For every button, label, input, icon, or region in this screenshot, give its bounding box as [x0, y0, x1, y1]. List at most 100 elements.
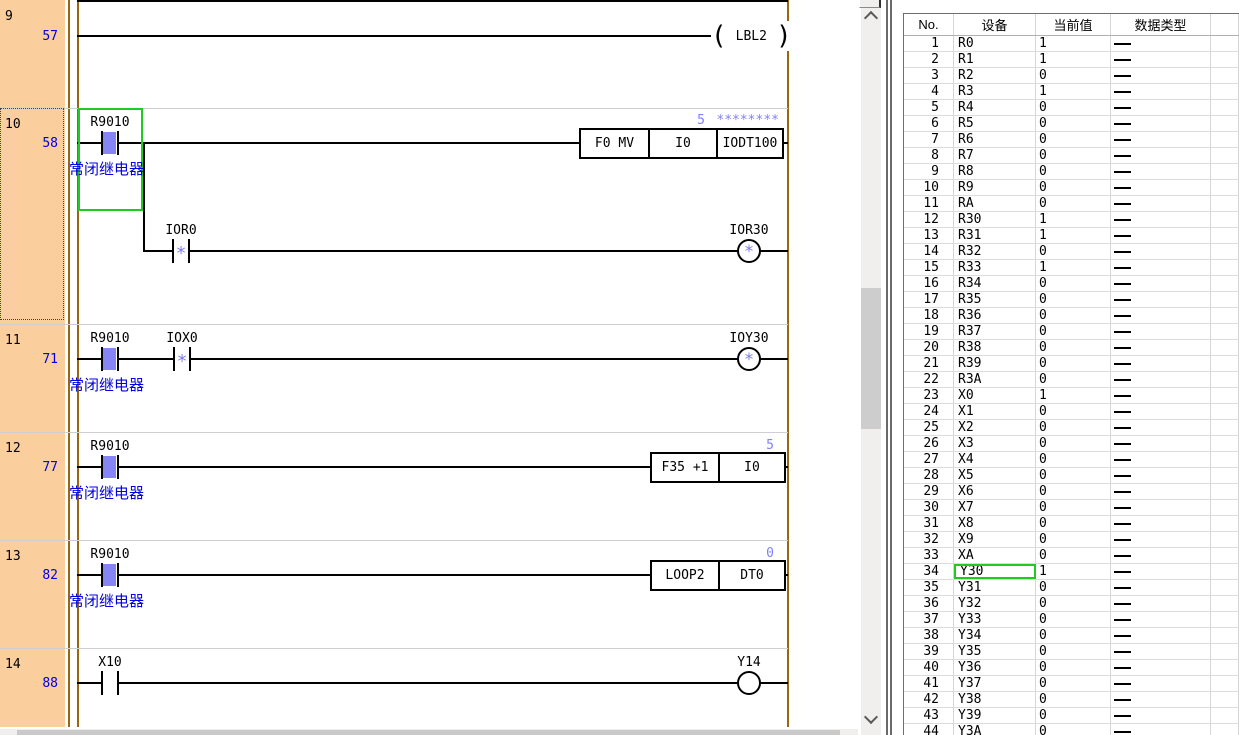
- cell-datatype[interactable]: [1111, 372, 1211, 387]
- cell-device[interactable]: X3: [954, 436, 1036, 451]
- cell-datatype[interactable]: [1111, 452, 1211, 467]
- cell-value[interactable]: 0: [1036, 356, 1111, 371]
- cell-datatype[interactable]: [1111, 404, 1211, 419]
- cell-extra[interactable]: [1211, 164, 1239, 179]
- cell-no[interactable]: 35: [904, 580, 954, 595]
- cell-device[interactable]: X5: [954, 468, 1036, 483]
- cell-datatype[interactable]: [1111, 324, 1211, 339]
- cell-device[interactable]: Y38: [954, 692, 1036, 707]
- cell-device[interactable]: Y3A: [954, 724, 1036, 735]
- cell-value[interactable]: 0: [1036, 100, 1111, 115]
- cell-extra[interactable]: [1211, 84, 1239, 99]
- cell-extra[interactable]: [1211, 388, 1239, 403]
- cell-value[interactable]: 0: [1036, 468, 1111, 483]
- cell-device[interactable]: R9: [954, 180, 1036, 195]
- cell-extra[interactable]: [1211, 212, 1239, 227]
- rung-margin-cell[interactable]: 10 58: [0, 108, 65, 324]
- cell-datatype[interactable]: [1111, 612, 1211, 627]
- cell-device[interactable]: RA: [954, 196, 1036, 211]
- cell-device[interactable]: R2: [954, 68, 1036, 83]
- cell-value[interactable]: 0: [1036, 404, 1111, 419]
- cell-datatype[interactable]: [1111, 484, 1211, 499]
- cell-value[interactable]: 0: [1036, 116, 1111, 131]
- ladder-contact-r9010[interactable]: R9010: [72, 547, 148, 611]
- cell-device[interactable]: R0: [954, 36, 1036, 51]
- cell-datatype[interactable]: [1111, 36, 1211, 51]
- cell-extra[interactable]: [1211, 36, 1239, 51]
- cell-no[interactable]: 15: [904, 260, 954, 275]
- cell-datatype[interactable]: [1111, 180, 1211, 195]
- cell-datatype[interactable]: [1111, 148, 1211, 163]
- column-header-datatype[interactable]: 数据类型: [1111, 14, 1211, 35]
- cell-extra[interactable]: [1211, 196, 1239, 211]
- cell-extra[interactable]: [1211, 596, 1239, 611]
- cell-value[interactable]: 1: [1036, 260, 1111, 275]
- cell-value[interactable]: 0: [1036, 420, 1111, 435]
- cell-value[interactable]: 0: [1036, 580, 1111, 595]
- cell-extra[interactable]: [1211, 676, 1239, 691]
- cell-datatype[interactable]: [1111, 468, 1211, 483]
- column-header-extra[interactable]: [1211, 14, 1239, 35]
- cell-value[interactable]: 0: [1036, 148, 1111, 163]
- vertical-scrollbar[interactable]: [858, 0, 884, 735]
- cell-value[interactable]: 0: [1036, 308, 1111, 323]
- ladder-contact-r9010[interactable]: R9010: [72, 331, 148, 395]
- cell-device[interactable]: R34: [954, 276, 1036, 291]
- cell-datatype[interactable]: [1111, 388, 1211, 403]
- cell-value[interactable]: 0: [1036, 628, 1111, 643]
- cell-value[interactable]: 0: [1036, 324, 1111, 339]
- cell-device[interactable]: R32: [954, 244, 1036, 259]
- cell-no[interactable]: 33: [904, 548, 954, 563]
- cell-no[interactable]: 27: [904, 452, 954, 467]
- cell-device[interactable]: X1: [954, 404, 1036, 419]
- cell-device[interactable]: Y31: [954, 580, 1036, 595]
- cell-value[interactable]: 0: [1036, 68, 1111, 83]
- cell-device[interactable]: Y33: [954, 612, 1036, 627]
- cell-no[interactable]: 25: [904, 420, 954, 435]
- cell-no[interactable]: 3: [904, 68, 954, 83]
- cell-device[interactable]: R33: [954, 260, 1036, 275]
- instruction-block-cell[interactable]: F0 MV: [594, 136, 635, 151]
- cell-datatype[interactable]: [1111, 660, 1211, 675]
- cell-extra[interactable]: [1211, 580, 1239, 595]
- cell-extra[interactable]: [1211, 724, 1239, 735]
- cell-value[interactable]: 1: [1036, 36, 1111, 51]
- column-header-device[interactable]: 设备: [954, 14, 1036, 35]
- cell-no[interactable]: 12: [904, 212, 954, 227]
- cell-no[interactable]: 1: [904, 36, 954, 51]
- instruction-block[interactable]: LOOP2 DT0: [650, 560, 786, 591]
- ladder-coil-ioy30[interactable]: IOY30 *: [711, 331, 787, 375]
- cell-no[interactable]: 4: [904, 84, 954, 99]
- cell-extra[interactable]: [1211, 692, 1239, 707]
- cell-extra[interactable]: [1211, 340, 1239, 355]
- ladder-coil-y14[interactable]: Y14: [711, 655, 787, 699]
- instruction-block-cell[interactable]: IODT100: [716, 130, 782, 157]
- cell-no[interactable]: 40: [904, 660, 954, 675]
- cell-datatype[interactable]: [1111, 132, 1211, 147]
- cell-extra[interactable]: [1211, 324, 1239, 339]
- cell-no[interactable]: 17: [904, 292, 954, 307]
- cell-extra[interactable]: [1211, 644, 1239, 659]
- cell-datatype[interactable]: [1111, 580, 1211, 595]
- cell-extra[interactable]: [1211, 420, 1239, 435]
- cell-extra[interactable]: [1211, 52, 1239, 67]
- cell-datatype[interactable]: [1111, 724, 1211, 735]
- column-header-value[interactable]: 当前值: [1036, 14, 1111, 35]
- column-header-no[interactable]: No.: [904, 14, 954, 35]
- cell-no[interactable]: 9: [904, 164, 954, 179]
- cell-extra[interactable]: [1211, 660, 1239, 675]
- cell-no[interactable]: 13: [904, 228, 954, 243]
- cell-datatype[interactable]: [1111, 260, 1211, 275]
- cell-value[interactable]: 0: [1036, 612, 1111, 627]
- cell-device[interactable]: X6: [954, 484, 1036, 499]
- cell-extra[interactable]: [1211, 228, 1239, 243]
- ladder-contact-ior0[interactable]: IOR0 *: [143, 223, 219, 287]
- cell-device[interactable]: X7: [954, 500, 1036, 515]
- cell-device[interactable]: R8: [954, 164, 1036, 179]
- cell-extra[interactable]: [1211, 308, 1239, 323]
- cell-device[interactable]: R35: [954, 292, 1036, 307]
- cell-device[interactable]: R37: [954, 324, 1036, 339]
- cell-value[interactable]: 0: [1036, 596, 1111, 611]
- cell-datatype[interactable]: [1111, 708, 1211, 723]
- cell-no[interactable]: 26: [904, 436, 954, 451]
